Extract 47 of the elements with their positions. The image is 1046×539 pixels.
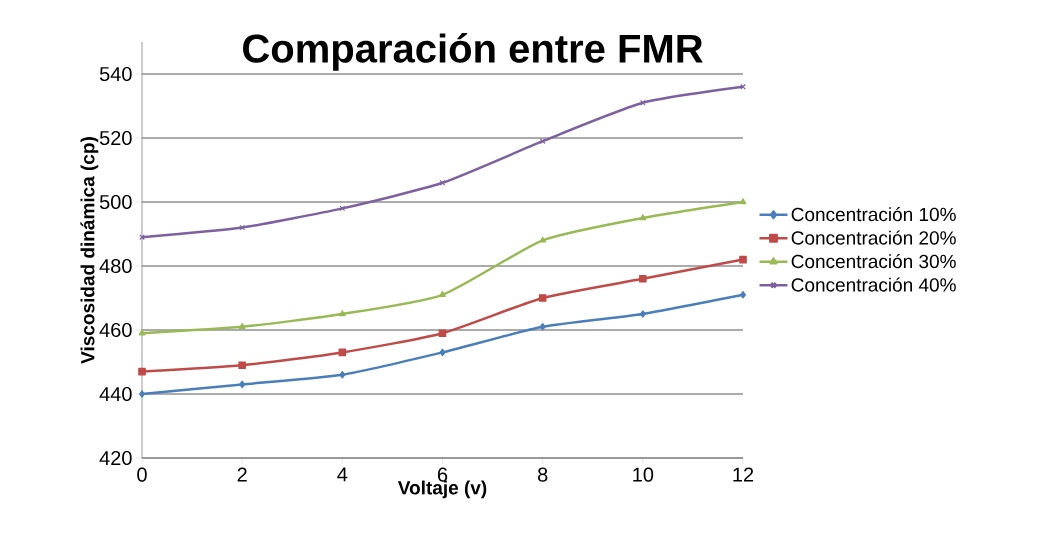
y-tick-label: 540 bbox=[99, 66, 132, 82]
point bbox=[539, 138, 546, 145]
point bbox=[639, 214, 647, 221]
x-axis-title: Voltaje (v) bbox=[397, 480, 487, 499]
point bbox=[338, 348, 347, 357]
y-tick-label: 420 bbox=[99, 450, 132, 466]
point bbox=[138, 329, 146, 336]
point bbox=[338, 310, 346, 317]
point bbox=[139, 390, 146, 398]
point bbox=[739, 198, 747, 205]
x-tick-label: 10 bbox=[633, 467, 654, 482]
legend-label: Concentración 40% bbox=[791, 277, 956, 292]
point bbox=[740, 291, 747, 299]
y-tick-label: 480 bbox=[99, 258, 132, 274]
y-tick-label: 440 bbox=[99, 386, 132, 402]
point bbox=[238, 361, 246, 369]
point bbox=[538, 294, 547, 302]
point bbox=[238, 323, 246, 329]
y-tick-label: 460 bbox=[99, 322, 132, 338]
x-tick-label: 0 bbox=[137, 467, 147, 482]
point bbox=[138, 367, 146, 376]
point bbox=[639, 275, 647, 283]
point bbox=[740, 83, 746, 90]
point bbox=[139, 234, 145, 241]
point bbox=[438, 329, 447, 337]
x-tick-label: 2 bbox=[237, 467, 247, 482]
point bbox=[439, 348, 446, 357]
point bbox=[439, 179, 446, 186]
x-tick-label: 4 bbox=[337, 467, 348, 482]
legend-label: Concentración 10% bbox=[791, 207, 956, 222]
y-axis-title: Viscosidad dinámica (cp) bbox=[80, 137, 99, 364]
point bbox=[539, 323, 546, 331]
point bbox=[339, 371, 346, 379]
y-tick-label: 520 bbox=[99, 130, 132, 146]
point bbox=[239, 380, 246, 389]
point bbox=[739, 255, 747, 264]
chart-title: Comparación entre FMR bbox=[243, 33, 703, 71]
x-tick-label: 8 bbox=[537, 467, 548, 482]
point bbox=[439, 291, 446, 297]
legend-label: Concentración 20% bbox=[791, 230, 956, 245]
x-tick-label: 6 bbox=[437, 467, 448, 482]
y-tick-label: 500 bbox=[99, 194, 132, 210]
point bbox=[639, 310, 646, 318]
point bbox=[539, 236, 547, 243]
legend-label: Concentración 30% bbox=[791, 254, 956, 269]
x-tick-label: 12 bbox=[733, 467, 754, 482]
point bbox=[239, 224, 246, 231]
